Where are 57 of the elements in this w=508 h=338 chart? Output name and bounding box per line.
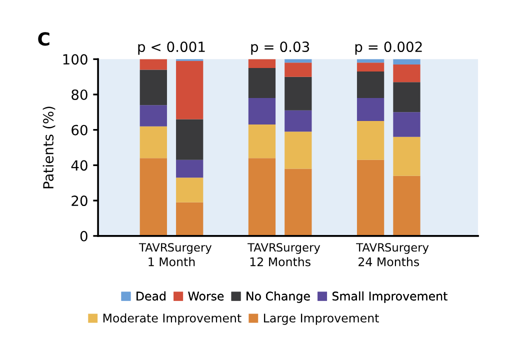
bar <box>248 158 276 236</box>
y-tick-label: 40 <box>71 160 88 171</box>
bar <box>140 59 167 70</box>
legend-label: Large Improvement <box>264 314 379 325</box>
bar <box>356 98 384 122</box>
x-tick-label: Surgery <box>385 243 429 254</box>
bar <box>248 68 276 98</box>
bar <box>356 160 384 236</box>
y-tick-label: 100 <box>63 54 88 65</box>
text: p < 0.001 <box>138 42 205 55</box>
bar <box>140 126 167 158</box>
bar <box>356 121 384 160</box>
legend-label: Small Improvement <box>332 291 448 303</box>
text: 1 Month <box>148 257 195 266</box>
chart-title: C <box>38 32 50 46</box>
bar <box>176 160 204 178</box>
text: 24 Months <box>358 257 420 266</box>
bar <box>248 59 276 68</box>
bar <box>176 178 204 202</box>
text: p = 0.03 <box>251 42 310 55</box>
legend-label: Dead <box>136 291 166 301</box>
bar <box>248 124 276 158</box>
bar <box>356 72 384 98</box>
bar <box>284 76 312 110</box>
bar <box>140 158 167 236</box>
y-tick-label: 0 <box>80 230 88 242</box>
bar <box>176 60 204 120</box>
bar <box>140 70 167 106</box>
bar <box>284 168 312 236</box>
legend-label: No Change <box>246 291 310 303</box>
x-tick-label: TAVR <box>248 243 276 252</box>
y-tick-label: 60 <box>72 124 88 136</box>
bar <box>393 176 420 236</box>
legend-label: Moderate Improvement <box>103 313 242 325</box>
bar <box>284 110 312 132</box>
x-tick-label: Surgery <box>168 243 212 254</box>
bar <box>284 62 312 77</box>
bar <box>393 59 420 64</box>
bar <box>393 64 420 82</box>
x-tick-label: Surgery <box>276 243 320 254</box>
y-axis-title: Patients (%) <box>42 106 56 188</box>
bar <box>176 119 204 160</box>
bar <box>248 98 276 125</box>
x-tick-label: TAVR <box>356 243 385 252</box>
bar <box>356 62 384 72</box>
y-tick-label: 80 <box>72 89 88 100</box>
y-tick-label: 20 <box>72 196 88 206</box>
bar <box>393 112 420 137</box>
bar <box>393 136 420 176</box>
text: 12 Months <box>250 257 310 266</box>
bar <box>284 132 312 169</box>
bar <box>393 82 420 112</box>
bar <box>140 105 167 126</box>
text: p = 0.002 <box>355 42 422 55</box>
bar <box>176 202 204 236</box>
x-tick-label: TAVR <box>138 243 168 252</box>
legend-label: Worse <box>188 292 224 301</box>
